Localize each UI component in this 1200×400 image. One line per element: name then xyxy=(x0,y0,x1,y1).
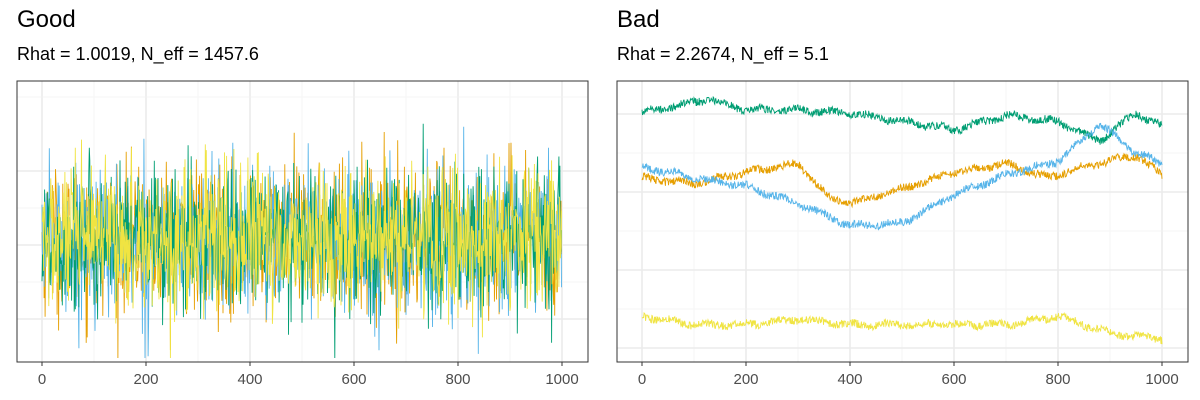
bad-x-tick-label: 800 xyxy=(1045,371,1070,388)
good-subtitle: Rhat = 1.0019, N_eff = 1457.6 xyxy=(17,44,259,64)
bad-x-tick-label: 1000 xyxy=(1145,371,1178,388)
bad-chain-3-line xyxy=(641,122,1163,231)
good-trace-plot: 0 200 400 600 800 1000 xyxy=(16,80,589,388)
good-x-tick-label: 200 xyxy=(133,371,158,388)
bad-x-tick-label: 0 xyxy=(638,371,646,388)
good-x-tick-label: 1000 xyxy=(545,371,578,388)
good-x-tick-label: 0 xyxy=(38,371,46,388)
bad-x-tick-label: 200 xyxy=(733,371,758,388)
bad-chain-2-line xyxy=(641,152,1163,209)
good-x-tick-label: 400 xyxy=(237,371,262,388)
good-title: Good xyxy=(17,6,76,33)
bad-x-tick-label: 600 xyxy=(941,371,966,388)
bad-panel: Bad Rhat = 2.2674, N_eff = 5.1 0 200 400 60… xyxy=(600,0,1200,400)
good-panel-border xyxy=(16,80,589,363)
good-panel: Good Rhat = 1.0019, N_eff = 1457.6 0 200 4… xyxy=(16,6,589,388)
bad-title: Bad xyxy=(617,6,660,33)
bad-panel-border xyxy=(616,80,1189,363)
bad-subtitle: Rhat = 2.2674, N_eff = 5.1 xyxy=(617,44,829,64)
good-x-tick-label: 600 xyxy=(341,371,366,388)
bad-x-tick-label: 400 xyxy=(837,371,862,388)
good-x-tick-label: 800 xyxy=(445,371,470,388)
good-chain-4-line xyxy=(41,139,562,359)
bad-chain-1-line xyxy=(641,95,1163,145)
bad-chain-4-line xyxy=(641,312,1163,345)
bad-trace-plot: 0 200 400 600 800 1000 xyxy=(616,80,1189,388)
